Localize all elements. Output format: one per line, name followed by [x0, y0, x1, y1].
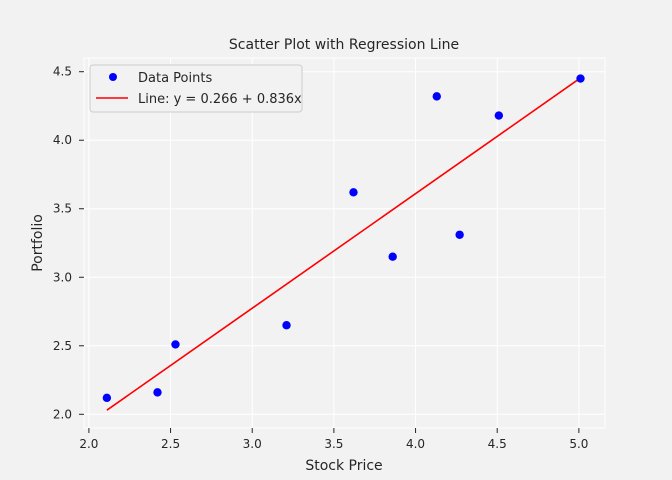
legend-marker-data-points [109, 73, 117, 81]
legend: Data Points Line: y = 0.266 + 0.836x [89, 64, 303, 113]
data-point [153, 388, 162, 397]
chart-title: Scatter Plot with Regression Line [229, 37, 459, 53]
data-point [455, 230, 464, 239]
x-tick-label: 3.0 [243, 437, 262, 451]
marks [102, 74, 585, 411]
legend-label-regression-line: Line: y = 0.266 + 0.836x [138, 92, 302, 107]
y-axis-label: Portfolio [30, 214, 46, 272]
data-point [282, 321, 291, 330]
y-tick-label: 4.5 [53, 65, 72, 79]
x-tick-label: 5.0 [569, 437, 588, 451]
x-tick-label: 4.0 [406, 437, 425, 451]
data-point [349, 188, 358, 197]
y-tick-label: 4.0 [53, 133, 72, 147]
regression-line [106, 77, 581, 411]
ticks: 2.0 2.5 3.0 3.5 4.0 4.5 5.0 2.0 2.5 3.0 3.5 4.0 4.5 [53, 65, 589, 451]
legend-box [89, 64, 303, 113]
x-axis-label: Stock Price [305, 458, 382, 474]
data-point [102, 393, 112, 403]
y-tick-label: 2.0 [53, 407, 72, 421]
data-point [171, 340, 180, 349]
legend-label-data-points: Data Points [138, 71, 212, 86]
plot-border [83, 57, 606, 429]
x-tick-label: 2.5 [161, 437, 180, 451]
y-tick-label: 3.0 [53, 270, 72, 284]
grid [83, 57, 606, 429]
y-tick-label: 2.5 [53, 339, 72, 353]
x-tick-label: 4.5 [488, 437, 507, 451]
data-point [388, 252, 397, 261]
data-point [576, 74, 585, 83]
data-point [432, 92, 441, 101]
x-tick-label: 2.0 [79, 437, 98, 451]
data-point [494, 111, 504, 120]
x-tick-label: 3.5 [324, 437, 343, 451]
y-tick-label: 3.5 [53, 202, 72, 216]
